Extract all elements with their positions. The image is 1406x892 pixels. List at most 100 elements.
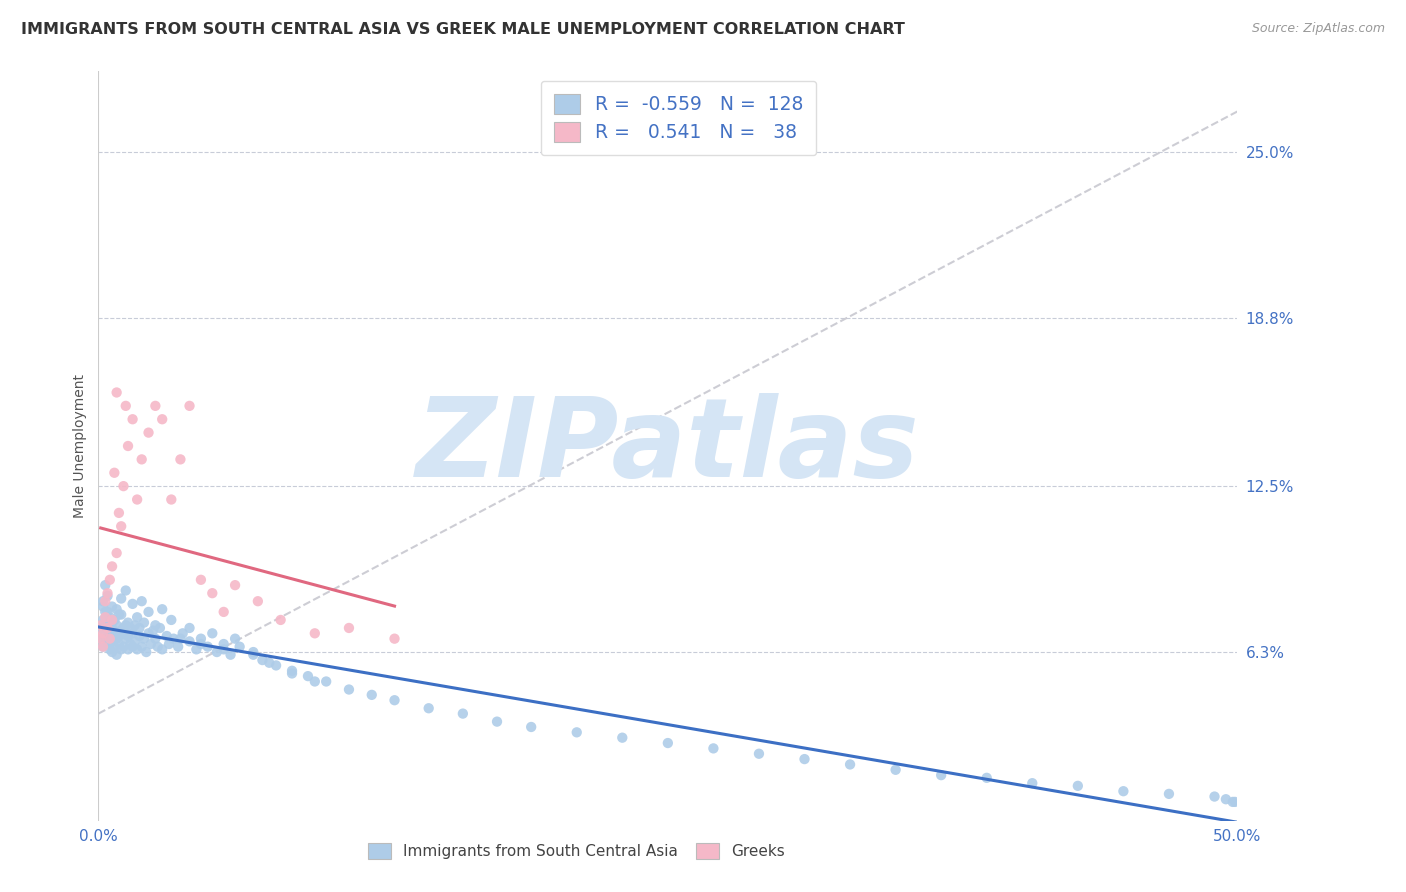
Point <box>179 399 201 413</box>
Point <box>114 583 136 598</box>
Point <box>105 602 128 616</box>
Point <box>114 632 136 646</box>
Point <box>117 629 139 643</box>
Point <box>110 591 132 606</box>
Point <box>124 618 146 632</box>
Point <box>150 642 173 657</box>
Point <box>281 664 304 678</box>
Point <box>90 618 112 632</box>
Point <box>360 688 382 702</box>
Point <box>110 607 132 622</box>
Point <box>1223 795 1246 809</box>
Point <box>117 615 139 630</box>
Point <box>103 626 125 640</box>
Point <box>90 632 112 646</box>
Point <box>520 720 543 734</box>
Y-axis label: Male Unemployment: Male Unemployment <box>73 374 87 518</box>
Point <box>242 648 264 662</box>
Point <box>121 626 143 640</box>
Point <box>167 640 190 654</box>
Point <box>108 629 131 643</box>
Point <box>212 605 235 619</box>
Point <box>96 621 118 635</box>
Legend: Immigrants from South Central Asia, Greeks: Immigrants from South Central Asia, Gree… <box>361 838 792 865</box>
Point <box>101 634 124 648</box>
Point <box>108 637 131 651</box>
Point <box>839 757 862 772</box>
Point <box>264 658 287 673</box>
Point <box>105 632 128 646</box>
Point <box>451 706 474 721</box>
Point <box>96 589 118 603</box>
Point <box>110 519 132 533</box>
Point <box>112 626 135 640</box>
Point <box>103 466 125 480</box>
Point <box>96 624 118 638</box>
Point <box>212 642 235 657</box>
Point <box>132 632 155 646</box>
Point <box>150 602 173 616</box>
Point <box>157 637 180 651</box>
Point <box>124 634 146 648</box>
Point <box>98 632 121 646</box>
Point <box>105 385 128 400</box>
Point <box>117 642 139 657</box>
Point <box>162 632 184 646</box>
Point <box>212 637 235 651</box>
Point <box>94 618 117 632</box>
Point <box>1021 776 1043 790</box>
Point <box>96 637 118 651</box>
Point <box>105 648 128 662</box>
Point <box>486 714 509 729</box>
Point <box>138 425 160 440</box>
Point <box>169 632 191 646</box>
Point <box>98 642 121 657</box>
Point <box>108 607 131 622</box>
Point <box>160 613 183 627</box>
Point <box>1112 784 1135 798</box>
Point <box>94 578 117 592</box>
Point <box>160 492 183 507</box>
Point <box>117 439 139 453</box>
Point <box>105 546 128 560</box>
Point <box>145 618 167 632</box>
Point <box>201 626 224 640</box>
Point <box>304 674 326 689</box>
Point <box>101 559 124 574</box>
Point <box>105 618 128 632</box>
Point <box>1222 795 1244 809</box>
Point <box>120 621 142 635</box>
Point <box>98 629 121 643</box>
Point <box>702 741 724 756</box>
Point <box>96 586 118 600</box>
Point <box>304 626 326 640</box>
Point <box>929 768 952 782</box>
Point <box>128 621 150 635</box>
Point <box>228 640 250 654</box>
Point <box>418 701 440 715</box>
Point <box>131 452 153 467</box>
Point <box>103 640 125 654</box>
Point <box>127 492 149 507</box>
Point <box>224 578 246 592</box>
Point <box>114 399 136 413</box>
Point <box>94 626 117 640</box>
Point <box>224 632 246 646</box>
Point <box>131 594 153 608</box>
Point <box>242 645 264 659</box>
Point <box>98 610 121 624</box>
Point <box>90 632 112 646</box>
Point <box>190 632 212 646</box>
Point <box>179 634 201 648</box>
Point <box>108 506 131 520</box>
Point <box>190 573 212 587</box>
Point <box>190 637 212 651</box>
Point <box>884 763 907 777</box>
Point <box>384 693 406 707</box>
Point <box>121 412 143 426</box>
Point <box>1157 787 1180 801</box>
Point <box>179 621 201 635</box>
Point <box>150 412 173 426</box>
Point <box>101 599 124 614</box>
Point <box>297 669 319 683</box>
